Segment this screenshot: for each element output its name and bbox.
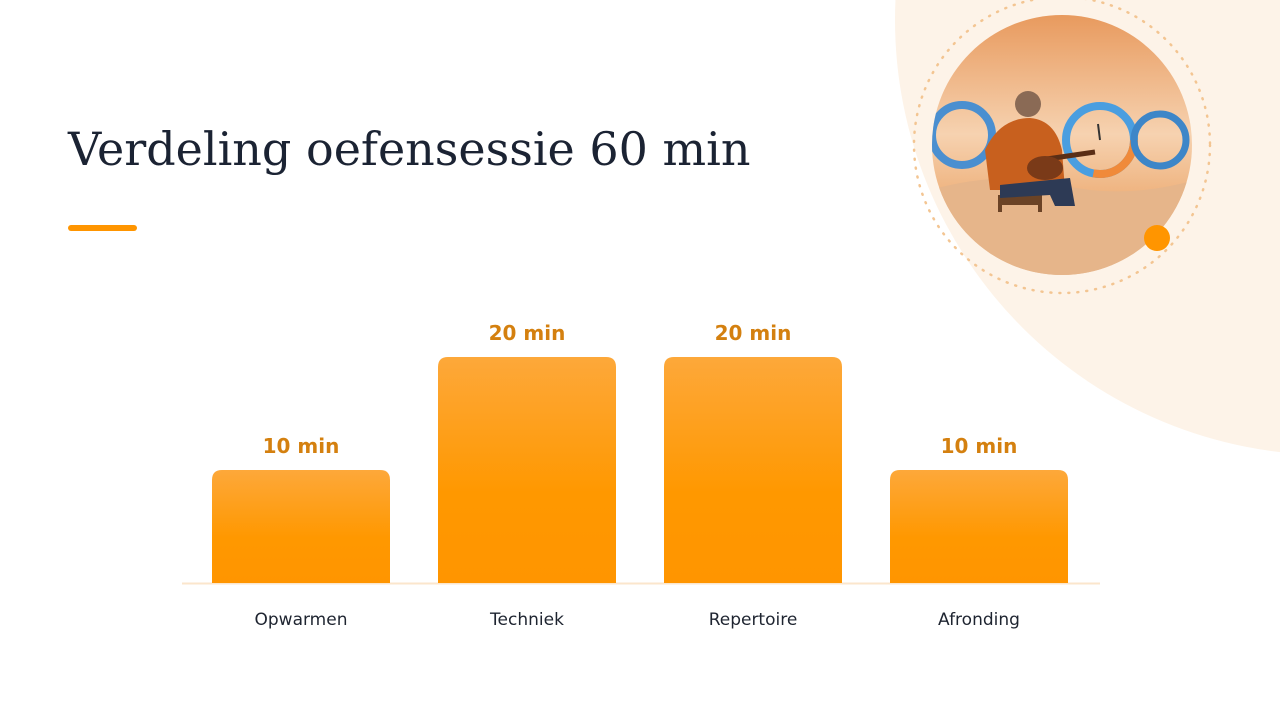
dotted-ring — [912, 0, 1212, 295]
chart-title: Verdeling oefensessie 60 min — [67, 122, 751, 176]
bar — [890, 470, 1068, 583]
title-underline — [68, 225, 137, 231]
bar — [212, 470, 390, 583]
x-tick-label: Repertoire — [709, 610, 798, 630]
value-label: 20 min — [489, 321, 566, 345]
value-label: 20 min — [715, 321, 792, 345]
x-tick-label: Afronding — [938, 610, 1020, 630]
x-tick-label: Techniek — [489, 610, 564, 630]
accent-dot — [1144, 225, 1170, 251]
x-tick-label: Opwarmen — [255, 610, 348, 630]
bar — [664, 357, 842, 583]
value-label: 10 min — [941, 434, 1018, 458]
value-label: 10 min — [263, 434, 340, 458]
bar — [438, 357, 616, 583]
